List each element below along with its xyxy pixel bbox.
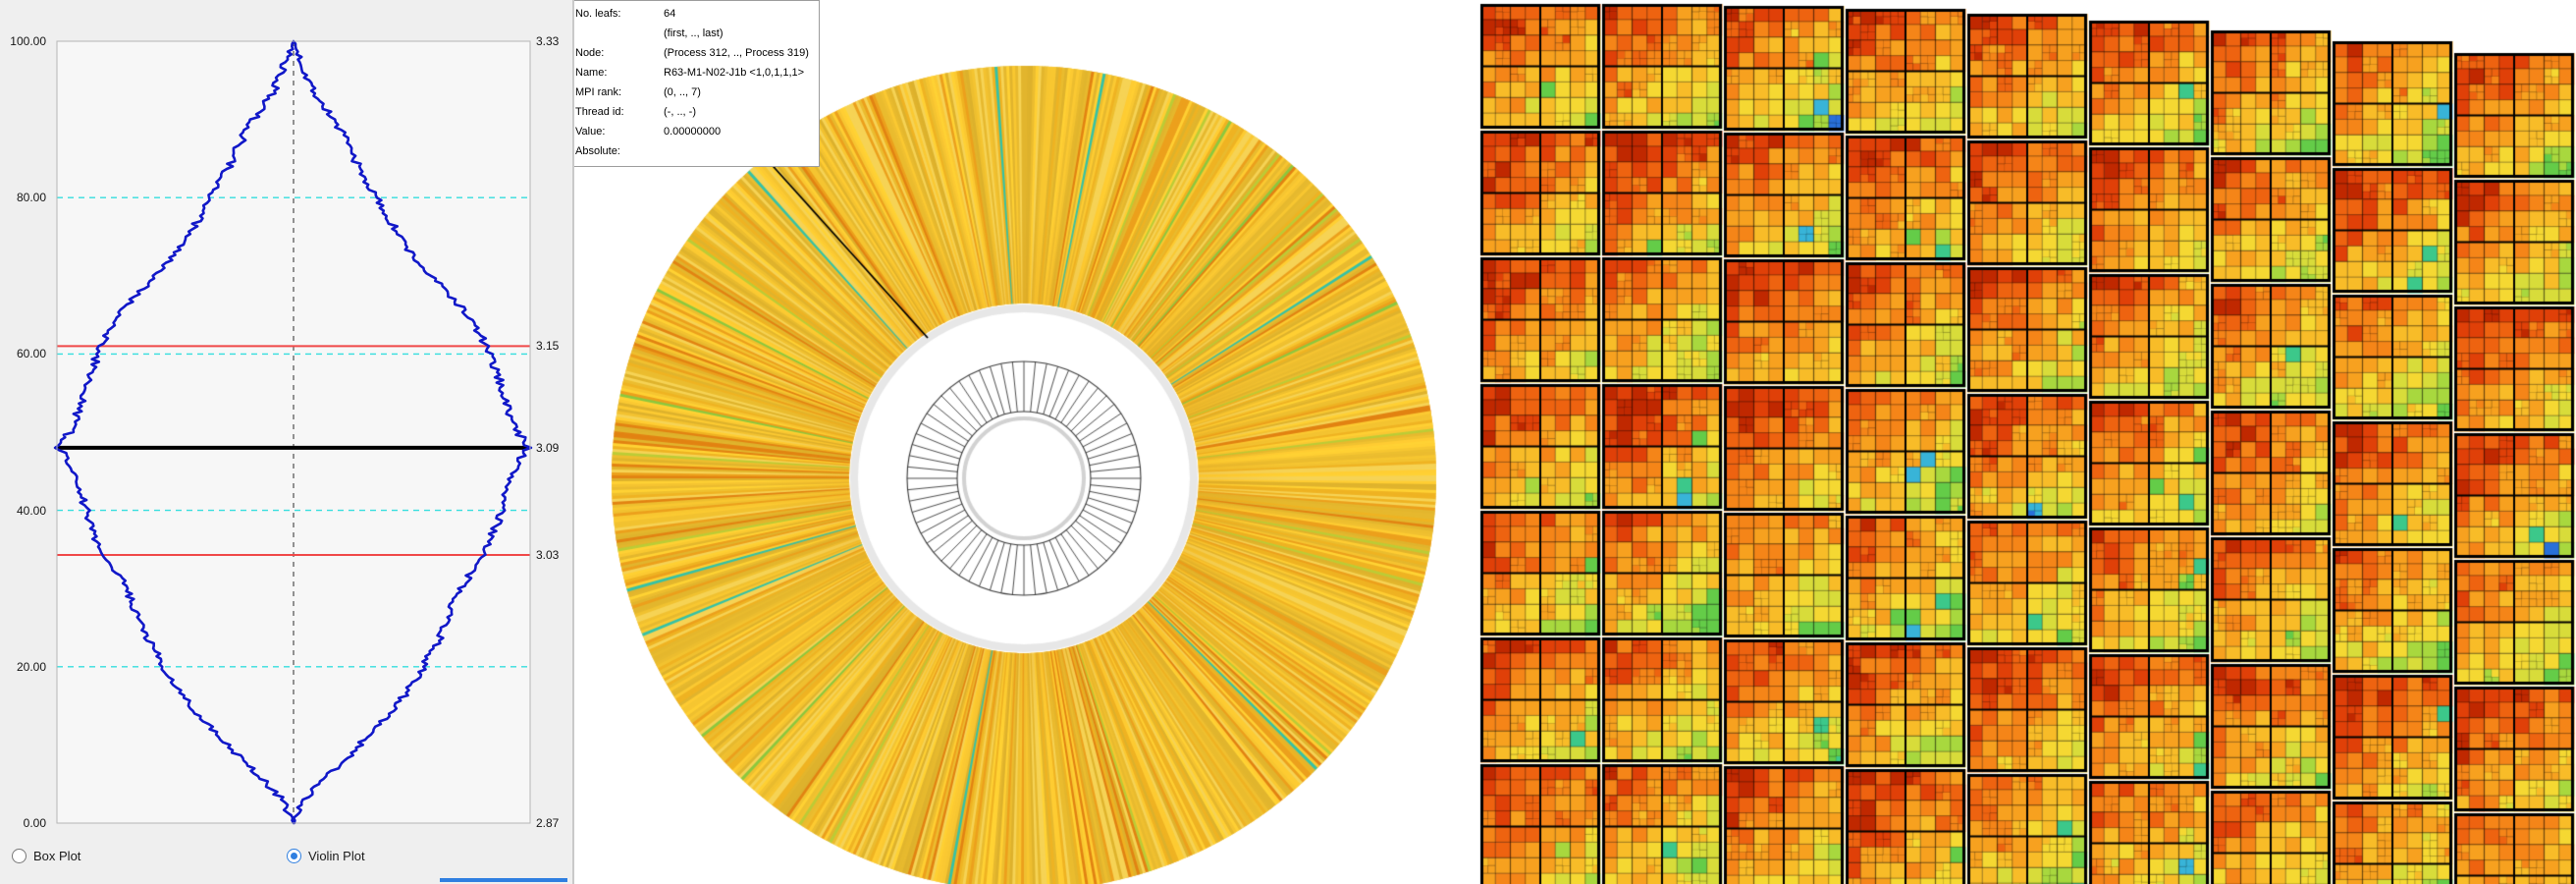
selected-plot-indicator	[440, 878, 567, 882]
box-plot-radio[interactable]: Box Plot	[12, 849, 80, 863]
y-axis-tick-label: 20.00	[16, 659, 46, 674]
panel-divider[interactable]	[572, 0, 574, 884]
tooltip-value: 0.00000000	[664, 126, 722, 138]
tooltip-value: 64	[664, 8, 676, 20]
tooltip-value	[664, 141, 809, 161]
value-axis-tick-label: 2.87	[536, 816, 560, 830]
value-axis-tick-label: 3.03	[536, 547, 560, 562]
y-axis-tick-label: 40.00	[16, 503, 46, 518]
tooltip-label: Node:	[575, 47, 605, 59]
value-axis-tick-label: 3.15	[536, 339, 560, 354]
tooltip-label: Absolute:	[575, 145, 620, 157]
tooltip-value: (-, .., -)	[664, 106, 696, 118]
tooltip-value: (first, .., last)	[664, 28, 724, 39]
box-plot-radio-label: Box Plot	[33, 849, 81, 863]
value-axis-tick-label: 3.33	[536, 34, 560, 48]
value-axis-labels: 3.33 3.15 3.09 3.03 2.87	[534, 0, 572, 884]
plot-type-controls: Box Plot Violin Plot	[0, 845, 572, 874]
tooltip-label: No. leafs:	[575, 8, 621, 20]
y-axis-tick-label: 60.00	[16, 347, 46, 361]
percent-axis-labels: 100.00 80.00 60.00 40.00 20.00 0.00	[0, 0, 51, 884]
topology-heatmap-canvas[interactable]	[1477, 0, 2576, 884]
tooltip-label: MPI rank:	[575, 86, 622, 98]
value-axis-tick-label: 3.09	[536, 440, 560, 455]
tooltip-label: Thread id:	[575, 106, 624, 118]
topology-heatmap-panel	[1477, 0, 2576, 884]
radial-system-tree-panel: No. leafs: 64 (first, .., last) Node: (Proce…	[574, 0, 1477, 884]
tooltip-value: (0, .., 7)	[664, 86, 701, 98]
radio-checked-icon[interactable]	[287, 849, 301, 863]
radio-unchecked-icon[interactable]	[12, 849, 27, 863]
tooltip-label	[575, 24, 660, 43]
violin-plot-radio-label: Violin Plot	[308, 849, 365, 863]
y-axis-tick-label: 80.00	[16, 191, 46, 205]
violin-chart	[53, 39, 533, 825]
violin-plot-radio[interactable]: Violin Plot	[287, 849, 365, 863]
violin-plot-area	[57, 41, 530, 823]
node-info-tooltip: No. leafs: 64 (first, .., last) Node: (Proce…	[574, 0, 820, 167]
tooltip-value: (Process 312, .., Process 319)	[664, 47, 809, 59]
violin-statistics-panel: 100.00 80.00 60.00 40.00 20.00 0.00 3.33 3.15 3…	[0, 0, 572, 884]
plot-border	[56, 40, 531, 824]
tooltip-value: R63-M1-N02-J1b <1,0,1,1,1>	[664, 67, 805, 79]
tooltip-label: Value:	[575, 126, 606, 138]
y-axis-tick-label: 0.00	[23, 816, 46, 830]
y-axis-tick-label: 100.00	[10, 34, 46, 48]
tooltip-label: Name:	[575, 67, 608, 79]
